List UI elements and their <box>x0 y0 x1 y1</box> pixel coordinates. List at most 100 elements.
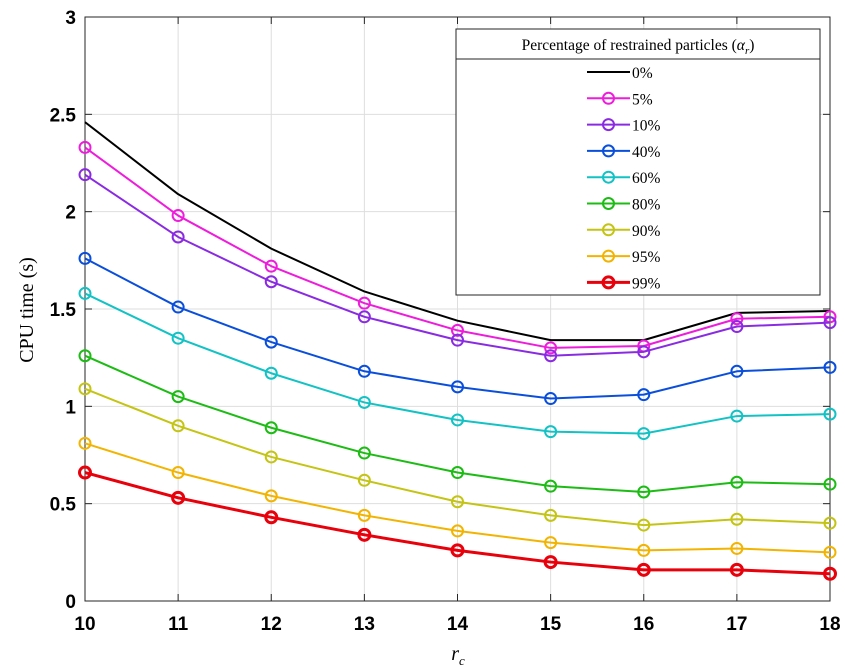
series-40-percent <box>78 251 837 406</box>
y-tick-label: 2 <box>65 203 76 224</box>
data-point <box>544 349 558 363</box>
x-axis-title: rc <box>451 643 465 668</box>
legend-entry: 60% <box>587 170 661 187</box>
data-point <box>544 425 558 439</box>
data-point <box>171 300 185 314</box>
legend-label: 90% <box>632 223 661 240</box>
series-line <box>84 257 831 400</box>
data-point <box>544 479 558 493</box>
data-point <box>357 473 371 487</box>
series-layer <box>78 121 837 581</box>
data-point <box>357 395 371 409</box>
data-point <box>264 366 278 380</box>
legend-label: 5% <box>632 91 653 108</box>
legend-entry: 95% <box>587 249 661 266</box>
legend-swatch-marker <box>602 223 615 237</box>
data-point <box>543 555 558 570</box>
data-point <box>78 436 92 450</box>
y-tick-label: 1.5 <box>50 300 77 321</box>
data-point <box>78 349 92 363</box>
data-point <box>78 251 92 265</box>
series-line <box>84 173 831 357</box>
y-tick-label: 0 <box>65 592 76 613</box>
legend-label: 0% <box>632 65 653 82</box>
legend-entry: 10% <box>587 118 661 135</box>
y-axis-title: CPU time (s) <box>16 257 38 363</box>
data-point <box>78 382 92 396</box>
data-point <box>451 466 464 480</box>
data-point <box>730 320 744 334</box>
data-point <box>637 345 651 359</box>
data-point <box>171 209 185 223</box>
legend-label: 99% <box>632 275 661 292</box>
data-point <box>544 508 558 522</box>
legend-entry: 0% <box>587 65 653 82</box>
series-line <box>84 121 831 342</box>
series-90-percent <box>78 382 837 532</box>
legend-title-open-paren: ( <box>728 37 737 54</box>
x-tick-label: 11 <box>168 614 189 635</box>
y-tick-label: 3 <box>65 8 76 29</box>
data-point <box>730 541 744 555</box>
data-point <box>264 510 279 525</box>
legend-entry: 90% <box>587 223 661 240</box>
data-point <box>264 335 278 349</box>
data-point <box>451 413 464 427</box>
series-line <box>84 471 831 576</box>
y-tick-label: 0.5 <box>50 495 77 516</box>
legend-entry: 80% <box>587 197 661 214</box>
legend-swatch-marker <box>602 144 615 158</box>
data-point <box>544 536 558 550</box>
data-point <box>451 524 464 538</box>
legend-entry: 40% <box>587 144 661 161</box>
data-point <box>451 495 464 509</box>
data-point <box>823 545 837 559</box>
x-tick-label: 16 <box>633 614 654 635</box>
data-point <box>171 390 185 404</box>
x-tick-label: 10 <box>74 614 95 635</box>
series-0-percent <box>84 121 831 342</box>
data-point <box>171 331 185 345</box>
data-point <box>357 508 371 522</box>
series-line <box>84 354 831 493</box>
data-point <box>823 316 837 330</box>
data-point <box>451 323 464 337</box>
legend-title-close-paren: ) <box>749 37 754 54</box>
legend-swatch-marker <box>602 118 615 132</box>
legend-label: 60% <box>632 170 661 187</box>
data-point <box>171 490 186 505</box>
data-point <box>637 485 651 499</box>
legend-swatch-marker <box>602 197 615 210</box>
data-point <box>264 259 278 273</box>
legend-label: 10% <box>632 118 661 135</box>
x-tick-label: 17 <box>726 614 747 635</box>
data-point <box>357 364 371 378</box>
data-point <box>730 512 744 526</box>
data-point <box>357 527 372 542</box>
data-point <box>823 516 837 530</box>
legend-entry: 99% <box>587 275 661 292</box>
legend-box <box>455 28 821 296</box>
x-tick-label: 15 <box>540 614 562 635</box>
y-tick-label: 1 <box>65 397 76 418</box>
data-point <box>544 341 558 355</box>
data-point <box>637 388 651 402</box>
legend-title: Percentage of restrained particles (αr) <box>522 37 755 57</box>
data-point <box>264 275 278 289</box>
data-point <box>264 489 278 503</box>
data-point <box>730 364 744 378</box>
legend-label: 40% <box>632 144 661 161</box>
legend-swatch-marker <box>602 249 615 263</box>
series-line <box>84 387 831 527</box>
x-tick-labels: 10 11 12 13 14 15 16 17 18 <box>74 614 840 635</box>
data-point <box>637 427 651 441</box>
data-point <box>171 230 185 244</box>
data-point <box>451 333 464 347</box>
series-95-percent <box>78 436 837 559</box>
series-line <box>84 146 831 349</box>
data-point <box>637 543 651 557</box>
series-60-percent <box>78 286 837 441</box>
legend-swatch-marker <box>602 170 615 184</box>
x-tick-label: 14 <box>447 614 469 635</box>
data-point <box>636 562 651 577</box>
